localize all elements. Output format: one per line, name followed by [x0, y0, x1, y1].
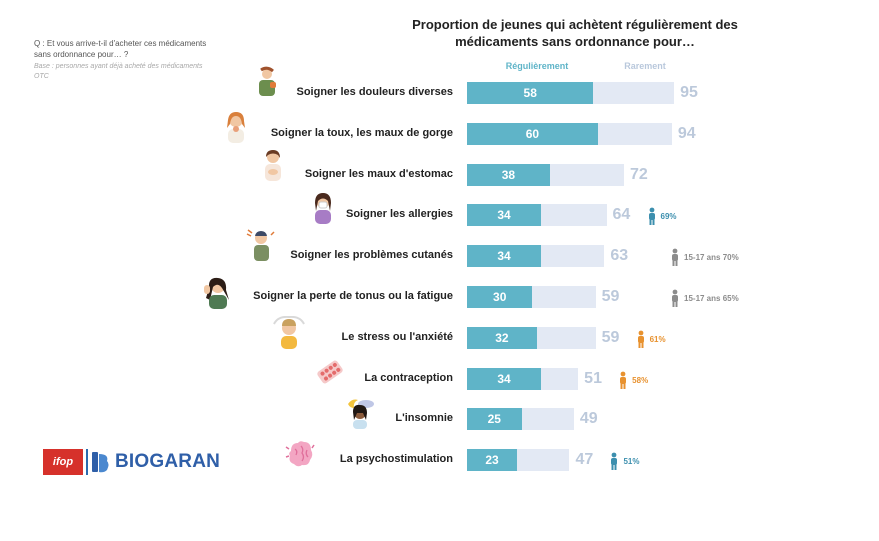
chart-title: Proportion de jeunes qui achètent réguli… [412, 17, 738, 49]
value-label-rarement: 59 [601, 288, 620, 305]
annotation: 58% [618, 371, 648, 389]
man-scratching-icon [246, 229, 275, 261]
man-holding-back-icon [259, 66, 276, 96]
annotation-text: 69% [660, 211, 677, 221]
bar-regulierement: 23 [467, 449, 518, 471]
value-label-rarement: 49 [579, 410, 598, 427]
category-label: Soigner les maux d'estomac [304, 168, 453, 180]
value-label-regulierement: 34 [497, 372, 511, 386]
annotation-text: 15-17 ans 70% [684, 252, 739, 262]
value-label-regulierement: 34 [497, 249, 511, 263]
bar-regulierement: 34 [467, 204, 542, 226]
value-label-rarement: 59 [601, 329, 620, 346]
annotation-text: 58% [632, 375, 649, 385]
value-label-rarement: 94 [677, 125, 696, 142]
woman-stomach-ache-icon [265, 150, 281, 181]
value-label-regulierement: 32 [495, 331, 509, 345]
annotation-text: 15-17 ans 65% [684, 293, 739, 303]
ifop-logo: ifop [43, 449, 83, 475]
value-label-regulierement: 38 [501, 168, 516, 182]
bar-regulierement: 58 [467, 82, 594, 104]
female-icon [620, 371, 627, 389]
value-label-regulierement: 30 [493, 290, 507, 304]
logo-separator [86, 449, 88, 475]
woman-stressed-icon [273, 316, 305, 349]
woman-sore-throat-icon [227, 112, 245, 143]
value-label-regulierement: 23 [485, 453, 499, 467]
female-icon [637, 330, 644, 348]
chart-row: Soigner les allergies 34 64 69% [0, 204, 879, 228]
annotation-text: 51% [623, 456, 640, 466]
annotation-text: 61% [649, 334, 666, 344]
biogaran-mark-icon [92, 452, 109, 473]
chart-row: L'insomnie 25 49 [0, 408, 879, 432]
teen-icon [672, 248, 678, 266]
bar-regulierement: 38 [467, 164, 550, 186]
question-base: Base : personnes ayant déjà acheté des m… [34, 63, 203, 80]
woman-tired-icon [204, 277, 229, 309]
pill-blister-icon [317, 360, 343, 384]
woman-moon-night-icon [348, 399, 374, 429]
value-label-rarement: 63 [610, 247, 629, 264]
annotation: 61% [636, 330, 666, 348]
category-label: Le stress ou l'anxiété [341, 331, 453, 343]
value-label-rarement: 95 [680, 84, 698, 101]
annotation: 69% [647, 207, 677, 225]
male-icon [648, 207, 655, 225]
annotation: 51% [609, 452, 639, 470]
bar-regulierement: 34 [467, 245, 542, 267]
question-block: Q : Et vous arrive-t-il d'acheter ces mé… [34, 38, 214, 82]
value-label-rarement: 72 [629, 166, 648, 183]
value-label-regulierement: 25 [487, 412, 501, 426]
value-label-regulierement: 58 [523, 86, 537, 100]
category-label: L'insomnie [395, 412, 453, 424]
value-label-rarement: 64 [612, 206, 631, 223]
legend-regular: Régulièrement [505, 61, 569, 71]
chart-row: La psychostimulation 23 47 51% [0, 449, 879, 473]
annotation: 15-17 ans 65% [670, 289, 739, 307]
bar-regulierement: 25 [467, 408, 522, 430]
chart-row: Le stress ou l'anxiété 32 59 61% [0, 327, 879, 351]
value-label-regulierement: 60 [525, 127, 540, 141]
chart-row: Soigner les douleurs diverses 58 95 [0, 82, 879, 106]
annotation: 15-17 ans 70% [670, 248, 739, 266]
value-label-regulierement: 34 [497, 208, 511, 222]
biogaran-logo: BIOGARAN [91, 450, 220, 474]
bar-regulierement: 32 [467, 327, 537, 349]
category-label: Soigner les problèmes cutanés [290, 249, 453, 261]
bar-regulierement: 34 [467, 368, 542, 390]
category-label: La psychostimulation [339, 453, 453, 465]
teen-icon [672, 289, 678, 307]
chart-row: Soigner la perte de tonus ou la fatigue 3… [0, 286, 879, 310]
chart-row: Soigner les maux d'estomac 38 72 [0, 164, 879, 188]
category-label: Soigner la toux, les maux de gorge [270, 127, 453, 139]
chart-row: Soigner les problèmes cutanés 34 63 15-17 a… [0, 245, 879, 269]
woman-blowing-nose-icon [315, 193, 331, 224]
legend-rare: Rarement [624, 61, 666, 71]
category-label: Soigner la perte de tonus ou la fatigue [253, 290, 453, 302]
value-label-rarement: 51 [584, 370, 602, 387]
chart-row: La contraception 34 51 58% [0, 368, 879, 392]
male-icon [611, 452, 618, 470]
category-label: La contraception [364, 372, 453, 384]
bar-regulierement: 60 [467, 123, 598, 145]
category-label: Soigner les allergies [346, 208, 453, 220]
biogaran-logo-text: BIOGARAN [115, 451, 221, 472]
brain-icon [285, 441, 315, 467]
value-label-rarement: 47 [575, 451, 594, 468]
bar-regulierement: 30 [467, 286, 533, 308]
question-text: Q : Et vous arrive-t-il d'acheter ces mé… [34, 39, 207, 59]
category-label: Soigner les douleurs diverses [296, 86, 453, 98]
chart-row: Soigner la toux, les maux de gorge 60 94 [0, 123, 879, 147]
